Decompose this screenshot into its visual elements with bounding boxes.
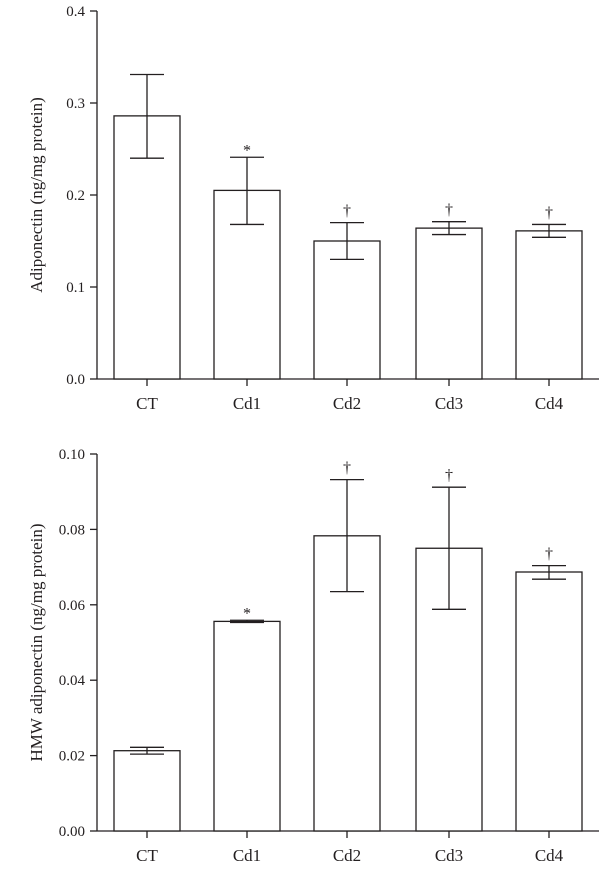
y-tick-label: 0.1: [66, 280, 85, 296]
y-tick-label: 0.08: [59, 522, 85, 538]
bar-ct: [113, 115, 181, 380]
bar-cd1: [213, 620, 281, 832]
y-axis-title: HMW adiponectin (ng/mg protein): [27, 523, 46, 761]
significance-mark: †: [545, 546, 553, 563]
y-tick-label: 0.10: [59, 447, 85, 463]
y-axis-title: Adiponectin (ng/mg protein): [27, 97, 46, 292]
y-tick-label: 0.3: [66, 96, 85, 112]
category-label: Cd2: [333, 846, 361, 865]
category-label: Cd3: [435, 846, 463, 865]
category-label: Cd3: [435, 394, 463, 413]
significance-mark: *: [243, 605, 251, 622]
hmw-adiponectin-chart: 0.00 0.02 0.04 0.06 0.08 0.10 HMW adiponectin …: [27, 447, 599, 865]
bar-cd2: [313, 240, 381, 380]
category-label: CT: [136, 394, 158, 413]
y-tick-label: 0.0: [66, 372, 85, 388]
y-tick-label: 0.04: [59, 673, 86, 689]
category-label: Cd1: [233, 846, 261, 865]
significance-mark: †: [343, 460, 351, 477]
y-tick-label: 0.2: [66, 188, 85, 204]
category-label: Cd2: [333, 394, 361, 413]
category-label: CT: [136, 846, 158, 865]
bar-ct: [113, 750, 181, 832]
significance-mark: *: [243, 142, 251, 159]
significance-mark: †: [445, 467, 453, 484]
bar-cd4: [515, 571, 583, 832]
adiponectin-chart: 0.0 0.1 0.2 0.3 0.4 Adiponectin (ng/mg protei…: [27, 4, 599, 413]
significance-mark: †: [445, 202, 453, 219]
y-tick-label: 0.00: [59, 824, 85, 840]
bar-cd4: [515, 230, 583, 380]
y-tick-label: 0.4: [66, 4, 85, 20]
significance-mark: †: [343, 203, 351, 220]
significance-mark: †: [545, 204, 553, 221]
category-label: Cd4: [535, 846, 564, 865]
category-label: Cd1: [233, 394, 261, 413]
y-tick-label: 0.02: [59, 749, 85, 765]
bar-cd3: [415, 547, 483, 832]
y-tick-label: 0.06: [59, 598, 86, 614]
category-label: Cd4: [535, 394, 564, 413]
bar-cd3: [415, 227, 483, 380]
